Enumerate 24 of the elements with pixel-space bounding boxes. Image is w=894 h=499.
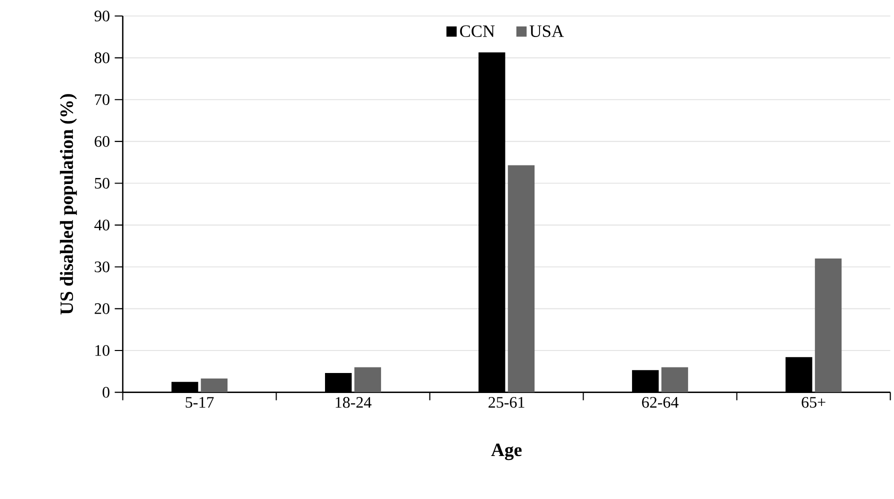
bar (661, 367, 688, 392)
bar (814, 258, 842, 392)
x-tick-label: 25-61 (488, 396, 524, 408)
bar (354, 367, 382, 392)
y-tick-label: 70 (95, 94, 110, 106)
x-tick-label: 18-24 (336, 396, 372, 408)
y-tick-label: 40 (94, 220, 110, 230)
y-tick-label: 0 (102, 386, 110, 398)
x-axis-title: Age (491, 444, 522, 460)
legend-label: USA (530, 25, 564, 38)
y-tick-label: 20 (94, 303, 110, 314)
x-tick-label: 62-64 (642, 396, 678, 408)
bar (508, 165, 535, 392)
legend-label: CCN (460, 25, 495, 38)
y-tick-label: 10 (95, 345, 110, 356)
y-tick-label: 90 (94, 10, 110, 22)
y-tick-label: 60 (94, 136, 110, 147)
x-tick-label: 5-17 (186, 396, 214, 408)
y-axis-title: US disabled population (%) (60, 94, 77, 314)
y-tick-label: 80 (94, 52, 110, 64)
y-tick-label: 50 (94, 178, 110, 189)
x-tick-label: 65+ (802, 396, 826, 408)
y-tick-label: 30 (94, 261, 110, 272)
bar (200, 378, 228, 392)
